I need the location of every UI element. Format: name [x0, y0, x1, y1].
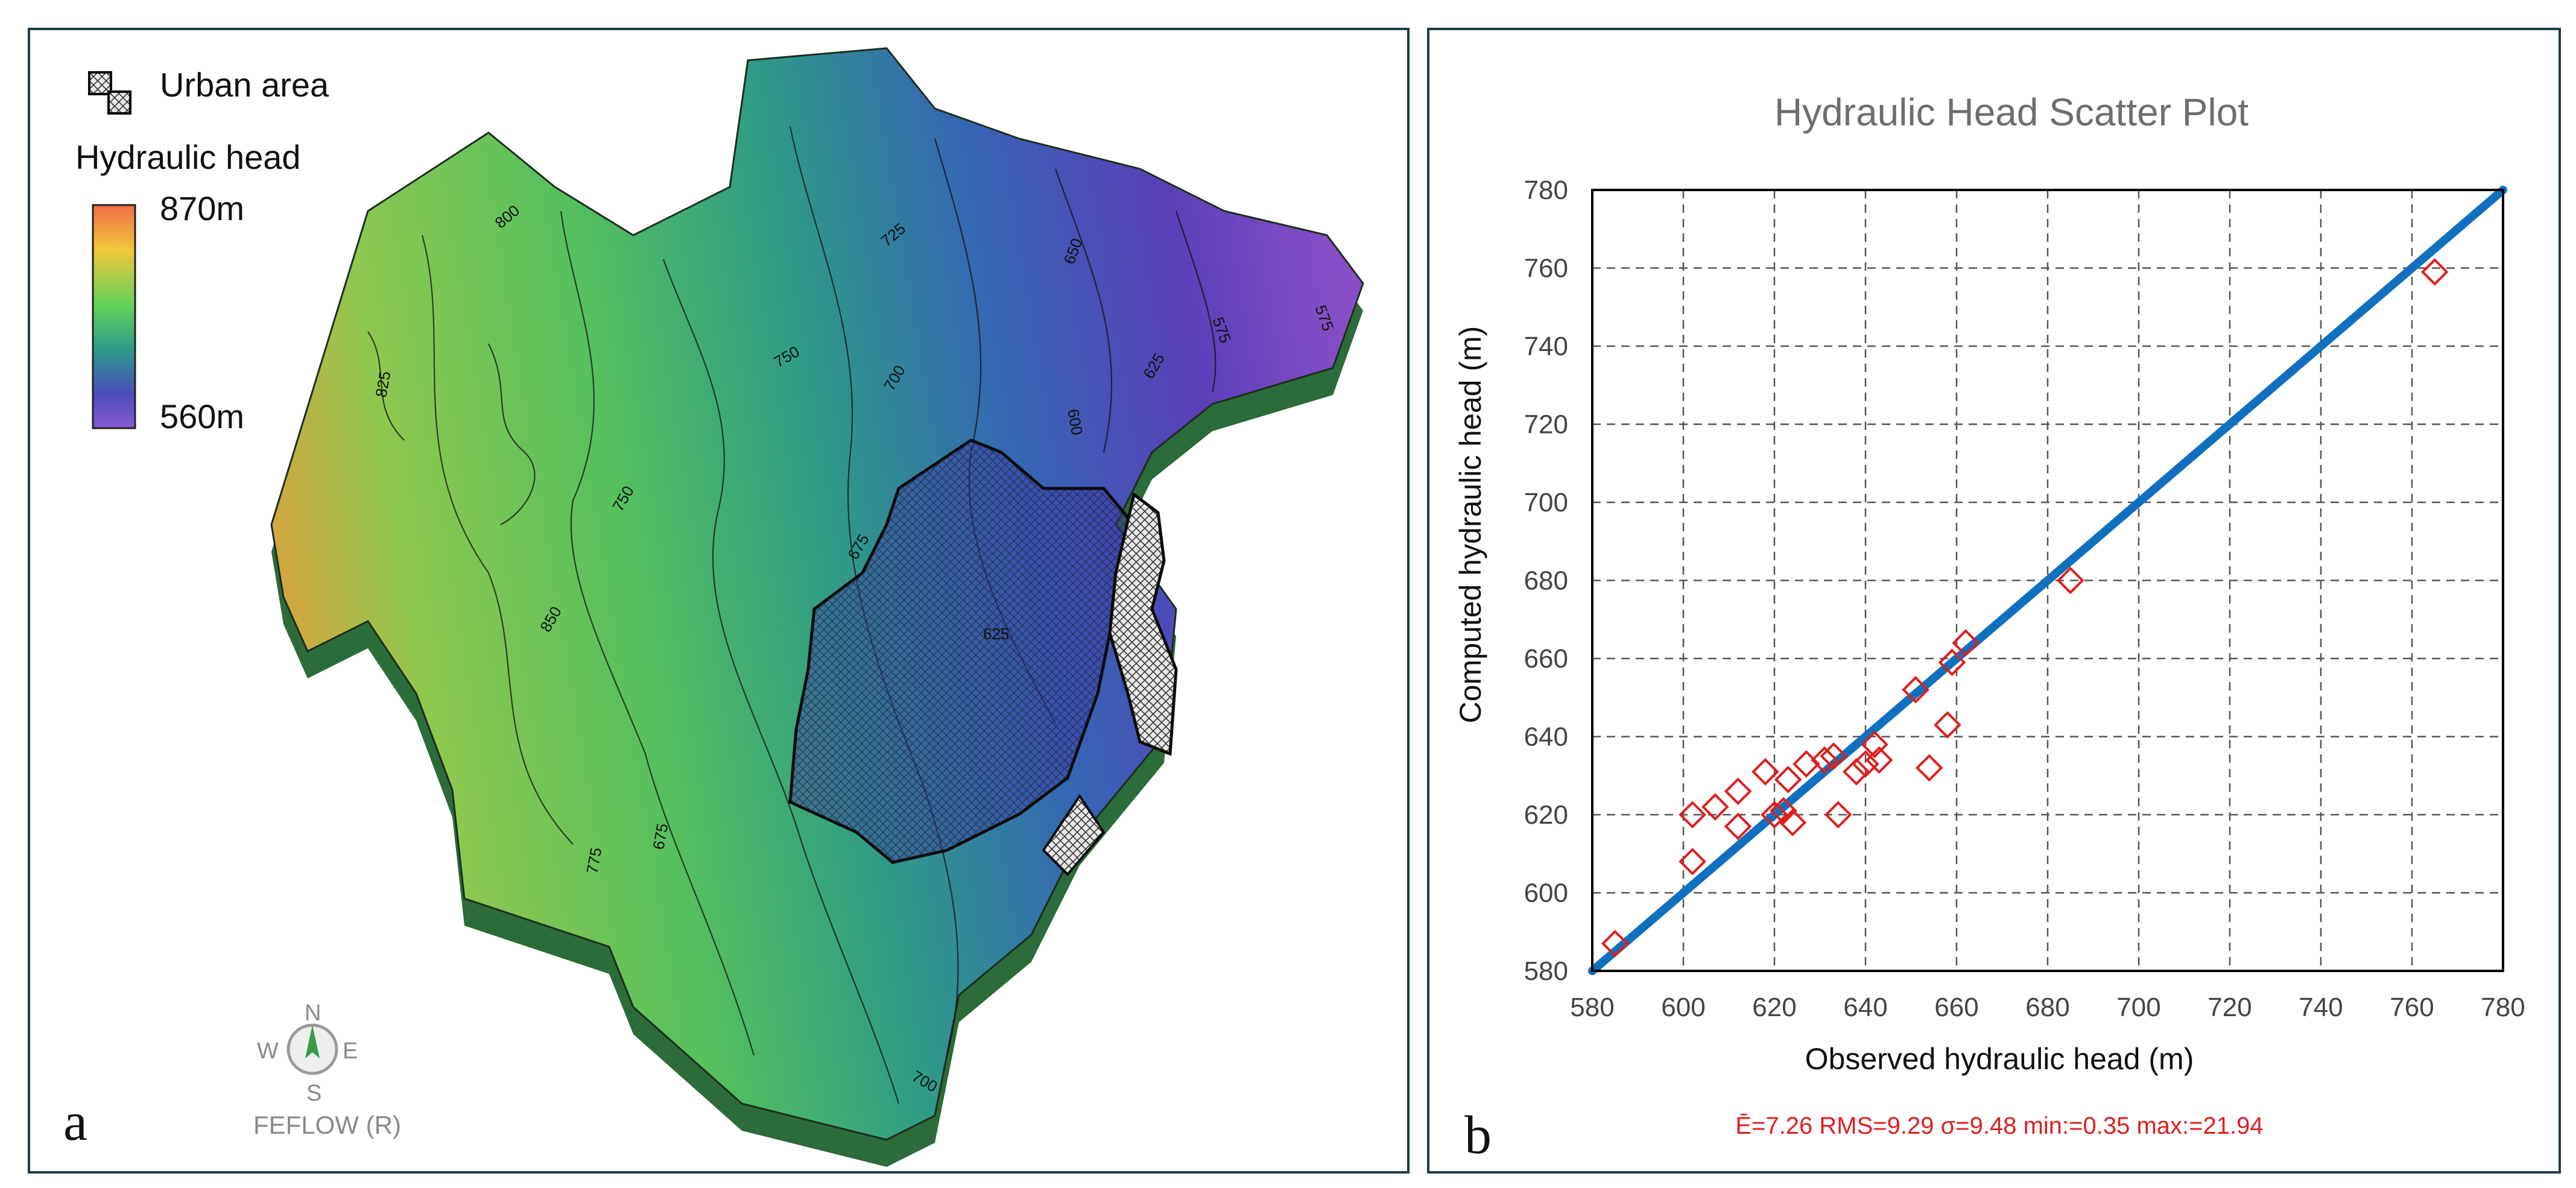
x-tick-label: 760	[2390, 993, 2434, 1022]
y-tick-label: 660	[1524, 644, 1568, 674]
scatter-point	[1761, 801, 1788, 829]
terrain-surface	[270, 47, 1364, 1141]
scatter-point	[1843, 757, 1870, 786]
hydraulic-head-title: Hydraulic head	[75, 138, 301, 176]
x-tick-label: 680	[2025, 993, 2069, 1022]
scatter-point	[1952, 629, 1979, 657]
urban-area-legend-icon	[88, 71, 131, 115]
stats-summary: Ē=7.26 RMS=9.29 σ=9.48 min:=0.35 max:=21…	[1735, 1113, 2263, 1139]
x-tick-label: 780	[2481, 993, 2525, 1022]
y-axis-label: Computed hydraulic head (m)	[1454, 326, 1487, 724]
panel-b-scatter: Hydraulic Head Scatter Plot 580 600 620 640…	[1427, 28, 2561, 1174]
y-tick-label: 620	[1524, 800, 1568, 830]
scatter-point	[1793, 750, 1820, 778]
scatter-point	[1824, 801, 1852, 829]
panel-a-map: 800 825 750 725 700 650 600 575 575 625 …	[28, 28, 1410, 1174]
scatter-point	[1724, 812, 1752, 841]
compass-rose: N S E W FEFLOW (R)	[253, 1000, 401, 1139]
compass-w: W	[257, 1038, 279, 1064]
scatter-point	[1601, 929, 1629, 958]
y-tick-label: 700	[1524, 488, 1568, 517]
x-tick-label: 660	[1934, 993, 1978, 1022]
scatter-point	[1938, 648, 1966, 677]
contour-label: 600	[1064, 408, 1086, 437]
y-tick-label: 680	[1524, 566, 1568, 596]
max-head-label: 870m	[160, 189, 244, 227]
scatter-point	[1902, 675, 1929, 704]
north-arrow-icon	[305, 1025, 320, 1058]
y-tick-label: 740	[1524, 332, 1568, 361]
contour-label: 825	[372, 370, 394, 399]
compass-e: E	[343, 1038, 358, 1064]
scatter-point	[1865, 746, 1893, 774]
scatter-point	[1779, 809, 1807, 836]
y-tick-label: 600	[1524, 879, 1568, 908]
scatter-point	[1679, 847, 1706, 876]
compass-s: S	[306, 1081, 321, 1106]
map-legend: Urban area Hydraulic head 870m 560m	[75, 66, 329, 435]
scatter-chart: Hydraulic Head Scatter Plot 580 600 620 640…	[1454, 90, 2525, 1165]
panel-label-a: a	[63, 1092, 87, 1152]
contour-label: 675	[649, 822, 671, 851]
x-tick-labels: 580 600 620 640 660 680 700 720 740 760 780	[1570, 993, 2525, 1022]
scatter-point	[1861, 730, 1888, 759]
scatter-point	[1811, 746, 1838, 774]
x-tick-label: 600	[1661, 993, 1705, 1022]
y-tick-label: 640	[1524, 722, 1568, 752]
x-tick-label: 580	[1570, 993, 1614, 1022]
scatter-point	[2420, 258, 2449, 286]
map-canvas: 800 825 750 725 700 650 600 575 575 625 …	[63, 47, 1364, 1167]
min-head-label: 560m	[160, 397, 244, 435]
one-to-one-line	[1588, 186, 2507, 975]
y-tick-label: 580	[1524, 956, 1568, 986]
urban-hatch	[790, 440, 1134, 862]
scatter-point	[2056, 566, 2084, 595]
scatter-point	[1724, 777, 1752, 805]
urban-area-label: Urban area	[160, 66, 329, 104]
y-tick-label: 720	[1524, 410, 1568, 440]
scatter-point	[1679, 801, 1706, 829]
scatter-point	[1774, 765, 1802, 794]
chart-title: Hydraulic Head Scatter Plot	[1774, 90, 2248, 134]
scatter-point	[1915, 754, 1943, 782]
feflow-credit: FEFLOW (R)	[253, 1111, 401, 1139]
y-tick-label: 760	[1524, 254, 1568, 283]
x-axis-label: Observed hydraulic head (m)	[1805, 1042, 2194, 1076]
x-tick-label: 640	[1843, 993, 1887, 1022]
contour-label: 625	[983, 625, 1009, 643]
scatter-point	[1852, 750, 1879, 778]
contour-label: 775	[583, 846, 605, 875]
color-scale-bar	[92, 204, 136, 429]
y-tick-labels: 580 600 620 640 660 680 700 720 740 760 780	[1524, 175, 1568, 986]
data-points	[1601, 258, 2449, 958]
scatter-point	[1820, 742, 1847, 770]
plot-frame	[1591, 189, 2504, 972]
scatter-point	[1752, 757, 1779, 786]
scatter-point	[1770, 797, 1797, 825]
y-tick-label: 780	[1524, 175, 1568, 205]
x-tick-label: 740	[2299, 993, 2343, 1022]
urban-area-small	[1042, 794, 1106, 876]
x-tick-label: 620	[1752, 993, 1796, 1022]
compass-n: N	[305, 1000, 321, 1026]
x-tick-label: 700	[2116, 993, 2160, 1022]
x-tick-label: 720	[2207, 993, 2252, 1022]
scatter-point	[1701, 793, 1729, 821]
urban-area-outside	[1108, 491, 1178, 756]
scatter-point	[1934, 711, 1961, 739]
panel-label-b: b	[1464, 1105, 1492, 1165]
